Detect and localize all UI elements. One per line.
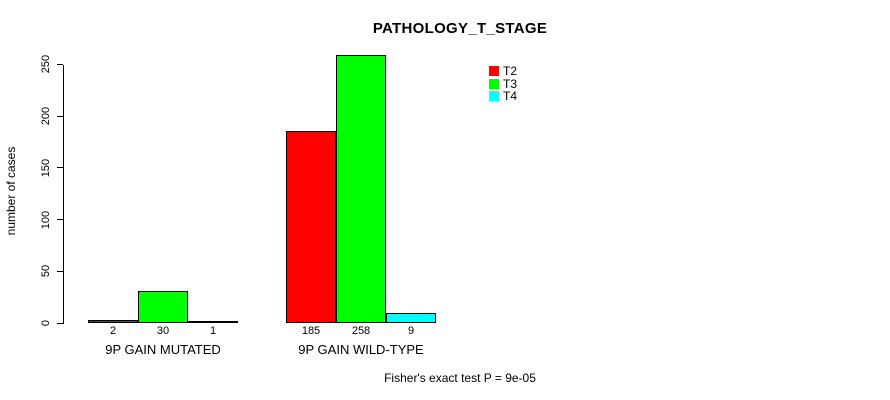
bar-value-label: 30 — [156, 325, 170, 337]
y-axis-tick-label: 100 — [40, 210, 52, 229]
y-axis-tick — [57, 270, 63, 272]
bar-t4-group2 — [386, 313, 436, 323]
legend-label: T3 — [503, 76, 518, 91]
y-axis-tick — [57, 322, 63, 324]
stat-annotation: Fisher's exact test P = 9e-05 — [384, 371, 536, 385]
bar-t2-group2 — [286, 131, 336, 323]
y-axis-tick-label: 200 — [40, 106, 52, 126]
bar-value-label: 1 — [209, 325, 217, 337]
y-axis-tick — [57, 63, 63, 65]
bar-t3-group2 — [336, 55, 386, 323]
category-label: 9P GAIN MUTATED — [105, 342, 221, 357]
bar-value-label: 2 — [109, 325, 117, 337]
y-axis-tick — [57, 167, 63, 169]
y-axis-tick-label: 250 — [40, 55, 52, 74]
bar-t4-group1 — [188, 321, 238, 323]
legend-label: T2 — [503, 64, 518, 78]
category-label: 9P GAIN WILD-TYPE — [298, 342, 424, 357]
bar-value-label: 258 — [351, 325, 371, 337]
legend-swatch-t2 — [489, 66, 499, 76]
y-axis-tick — [57, 115, 63, 117]
y-axis-tick — [57, 219, 63, 220]
y-axis-tick-label: 0 — [40, 319, 52, 327]
y-axis-title: number of cases — [4, 146, 18, 236]
legend-swatch-t3 — [489, 78, 499, 89]
legend-label: T4 — [503, 89, 518, 103]
y-axis-line — [63, 65, 64, 324]
bar-value-label: 185 — [301, 325, 321, 337]
y-axis-tick-label: 50 — [40, 265, 52, 278]
bar-t3-group1 — [138, 291, 188, 323]
y-axis-tick-label: 150 — [40, 158, 52, 177]
bar-t2-group1 — [88, 320, 138, 323]
chart-title: PATHOLOGY_T_STAGE — [372, 20, 548, 37]
legend-swatch-t4 — [489, 91, 499, 101]
bar-value-label: 9 — [407, 325, 415, 337]
